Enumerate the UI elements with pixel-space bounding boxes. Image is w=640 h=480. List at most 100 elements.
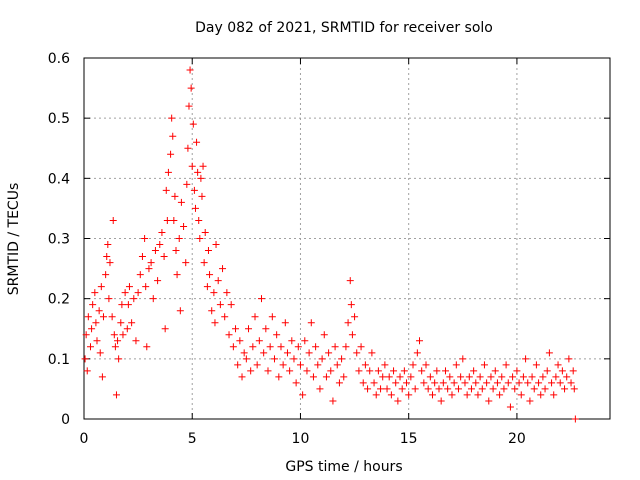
data-point bbox=[478, 385, 486, 393]
data-point bbox=[474, 391, 482, 399]
data-point bbox=[403, 379, 411, 387]
data-point bbox=[517, 391, 525, 399]
data-point bbox=[123, 325, 131, 333]
data-point bbox=[257, 295, 265, 303]
data-point bbox=[396, 373, 404, 381]
data-point bbox=[156, 241, 164, 249]
data-point bbox=[424, 385, 432, 393]
data-point bbox=[240, 349, 248, 357]
data-point bbox=[422, 361, 430, 369]
data-point bbox=[118, 301, 126, 309]
data-point bbox=[93, 337, 101, 345]
data-point bbox=[247, 367, 255, 375]
data-point bbox=[446, 373, 454, 381]
data-point bbox=[136, 271, 144, 279]
data-point bbox=[366, 367, 374, 375]
data-point bbox=[439, 379, 447, 387]
data-point bbox=[377, 385, 385, 393]
data-point bbox=[461, 379, 469, 387]
data-point bbox=[112, 391, 120, 399]
y-tick-label: 0.4 bbox=[48, 171, 70, 187]
data-point bbox=[115, 355, 123, 363]
data-point bbox=[489, 385, 497, 393]
data-point bbox=[249, 343, 257, 351]
data-point bbox=[238, 373, 246, 381]
chart-title: Day 082 of 2021, SRMTID for receiver sol… bbox=[195, 20, 493, 36]
data-point bbox=[299, 391, 307, 399]
data-point bbox=[437, 397, 445, 405]
data-point bbox=[487, 373, 495, 381]
x-tick-label: 10 bbox=[292, 431, 310, 447]
data-point bbox=[491, 367, 499, 375]
data-point bbox=[163, 216, 171, 224]
data-point bbox=[353, 349, 361, 357]
data-point bbox=[99, 313, 107, 321]
data-point bbox=[236, 337, 244, 345]
data-point bbox=[444, 385, 452, 393]
data-point bbox=[528, 373, 536, 381]
data-point bbox=[554, 361, 562, 369]
data-point bbox=[84, 313, 92, 321]
data-point bbox=[398, 385, 406, 393]
data-point bbox=[537, 391, 545, 399]
data-point bbox=[234, 361, 242, 369]
data-point bbox=[312, 343, 320, 351]
data-point bbox=[530, 385, 538, 393]
data-point bbox=[394, 397, 402, 405]
data-point bbox=[502, 361, 510, 369]
data-point bbox=[550, 391, 558, 399]
data-point bbox=[426, 373, 434, 381]
data-point bbox=[260, 349, 268, 357]
data-point bbox=[515, 379, 523, 387]
data-point bbox=[322, 373, 330, 381]
data-point bbox=[92, 319, 100, 327]
data-point bbox=[472, 379, 480, 387]
data-point bbox=[569, 367, 577, 375]
data-point bbox=[242, 355, 250, 363]
data-point bbox=[199, 162, 207, 170]
data-point bbox=[189, 120, 197, 128]
data-point bbox=[448, 391, 456, 399]
data-point bbox=[357, 343, 365, 351]
data-point bbox=[211, 319, 219, 327]
data-point bbox=[164, 168, 172, 176]
data-point bbox=[548, 379, 556, 387]
data-point bbox=[452, 361, 460, 369]
data-point bbox=[206, 271, 214, 279]
data-point bbox=[96, 349, 104, 357]
data-point bbox=[344, 319, 352, 327]
data-point bbox=[329, 397, 337, 405]
data-point bbox=[275, 373, 283, 381]
data-point bbox=[98, 373, 106, 381]
data-point bbox=[563, 373, 571, 381]
data-point bbox=[161, 325, 169, 333]
data-point bbox=[177, 198, 185, 206]
data-point bbox=[470, 367, 478, 375]
data-point bbox=[212, 241, 220, 249]
data-point bbox=[200, 259, 208, 267]
data-point bbox=[409, 361, 417, 369]
data-point bbox=[221, 313, 229, 321]
data-point bbox=[216, 301, 224, 309]
y-tick-label: 0.5 bbox=[48, 111, 70, 127]
data-point bbox=[111, 343, 119, 351]
data-point bbox=[383, 385, 391, 393]
data-point bbox=[361, 361, 369, 369]
data-point bbox=[149, 295, 157, 303]
data-point bbox=[493, 379, 501, 387]
data-point bbox=[86, 343, 94, 351]
data-point bbox=[143, 343, 151, 351]
data-point bbox=[141, 235, 149, 242]
data-point bbox=[429, 391, 437, 399]
data-point bbox=[219, 265, 227, 273]
x-axis-label: GPS time / hours bbox=[285, 459, 402, 475]
data-point bbox=[83, 367, 91, 375]
y-tick-label: 0.6 bbox=[48, 51, 70, 67]
data-point bbox=[307, 319, 315, 327]
data-point bbox=[201, 228, 209, 236]
data-point bbox=[279, 361, 287, 369]
data-point bbox=[294, 343, 302, 351]
data-point bbox=[232, 325, 240, 333]
